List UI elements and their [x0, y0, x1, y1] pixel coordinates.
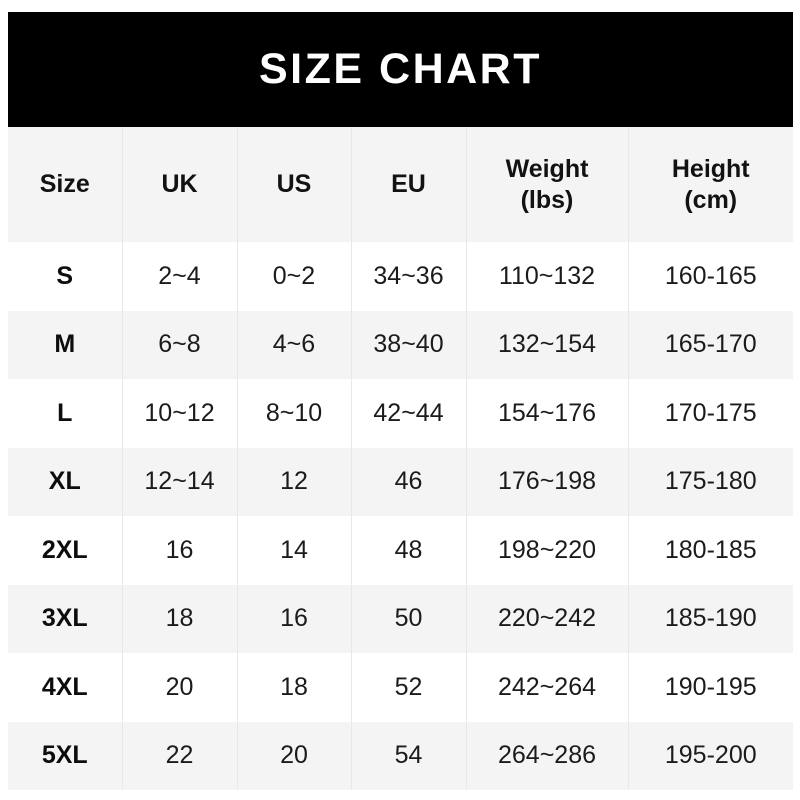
page-title: SIZE CHART	[259, 45, 542, 93]
column-header-weight: Weight (lbs)	[466, 127, 629, 242]
table-row: 3XL 18 16 50 220~242 185-190	[8, 584, 793, 653]
cell-us: 18	[237, 653, 352, 722]
cell-size: 4XL	[8, 653, 123, 722]
cell-weight: 198~220	[466, 516, 629, 585]
cell-height: 185-190	[664, 604, 757, 632]
column-header-eu-label: EU	[391, 170, 426, 199]
cell-size: 3XL	[8, 584, 123, 653]
column-header-size-label: Size	[39, 170, 90, 199]
table-row: 2XL 16 14 48 198~220 180-185	[8, 516, 793, 585]
cell-uk: 20	[122, 653, 238, 722]
cell-height: 160-165	[664, 261, 757, 290]
cell-size: 5XL	[8, 721, 123, 790]
table-row: S 2~4 0~2 34~36 110~132 160-165	[8, 242, 793, 311]
cell-height: 165-170	[664, 330, 757, 358]
cell-eu: 48	[351, 516, 467, 585]
cell-us: 16	[237, 584, 352, 653]
column-header-weight-label: Weight	[505, 155, 589, 183]
title-banner: SIZE CHART	[8, 12, 793, 127]
cell-eu: 54	[351, 721, 467, 790]
cell-eu: 42~44	[351, 379, 467, 448]
cell-height: 175-180	[664, 467, 757, 495]
column-header-us-label: US	[276, 170, 312, 199]
cell-height: 180-185	[664, 535, 757, 564]
cell-weight: 176~198	[466, 447, 629, 516]
cell-uk: 6~8	[122, 310, 238, 379]
cell-us: 4~6	[237, 310, 352, 379]
column-header-height: Height (cm)	[628, 127, 793, 242]
column-header-height-unit: (cm)	[684, 185, 738, 214]
cell-eu: 50	[351, 584, 467, 653]
cell-us: 8~10	[237, 379, 352, 448]
cell-uk: 10~12	[122, 379, 238, 448]
table-body: S 2~4 0~2 34~36 110~132 160-165 M 6~8 4~6 38~40 13…	[8, 242, 793, 790]
table-header: Size UK US EU Weight (lbs) Height (cm)	[8, 127, 793, 242]
cell-us: 12	[237, 447, 352, 516]
cell-size: XL	[8, 447, 123, 516]
cell-uk: 12~14	[122, 447, 238, 516]
cell-size: L	[8, 379, 123, 448]
cell-weight: 220~242	[466, 584, 629, 653]
cell-uk: 22	[122, 721, 238, 790]
table-header-row: Size UK US EU Weight (lbs) Height (cm)	[8, 127, 793, 242]
column-header-uk: UK	[122, 127, 238, 242]
cell-weight: 154~176	[466, 379, 629, 448]
column-header-height-label: Height	[671, 155, 750, 183]
cell-size: M	[8, 310, 123, 379]
column-header-uk-label: UK	[161, 170, 198, 199]
column-header-weight-unit: (lbs)	[520, 185, 574, 214]
cell-us: 14	[237, 516, 352, 585]
cell-size: S	[8, 242, 123, 311]
cell-us: 0~2	[237, 242, 352, 311]
cell-eu: 52	[351, 653, 467, 722]
cell-height: 170-175	[664, 398, 757, 427]
cell-height: 190-195	[664, 672, 757, 701]
cell-weight: 132~154	[466, 310, 629, 379]
cell-uk: 18	[122, 584, 238, 653]
cell-uk: 16	[122, 516, 238, 585]
cell-eu: 38~40	[351, 310, 467, 379]
cell-uk: 2~4	[122, 242, 238, 311]
table-row: L 10~12 8~10 42~44 154~176 170-175	[8, 379, 793, 448]
table-row: M 6~8 4~6 38~40 132~154 165-170	[8, 310, 793, 379]
cell-us: 20	[237, 721, 352, 790]
cell-eu: 34~36	[351, 242, 467, 311]
cell-eu: 46	[351, 447, 467, 516]
cell-size: 2XL	[8, 516, 123, 585]
table-row: 4XL 20 18 52 242~264 190-195	[8, 653, 793, 722]
cell-height: 195-200	[664, 741, 757, 769]
cell-weight: 110~132	[466, 242, 629, 311]
column-header-us: US	[237, 127, 352, 242]
size-chart-table: Size UK US EU Weight (lbs) Height (cm)	[8, 127, 793, 790]
cell-weight: 242~264	[466, 653, 629, 722]
column-header-eu: EU	[351, 127, 467, 242]
table-row: 5XL 22 20 54 264~286 195-200	[8, 721, 793, 790]
table-row: XL 12~14 12 46 176~198 175-180	[8, 447, 793, 516]
column-header-size: Size	[8, 127, 123, 242]
cell-weight: 264~286	[466, 721, 629, 790]
